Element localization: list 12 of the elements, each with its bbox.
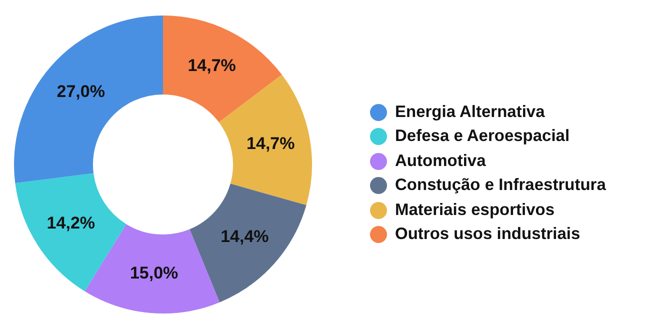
data-label: 14,7% (246, 134, 295, 154)
data-label: 14,7% (188, 56, 236, 76)
legend-label: Defesa e Aeroespacial (395, 127, 570, 146)
legend-label: Energia Alternativa (395, 102, 545, 122)
legend-label: Automotiva (395, 152, 486, 171)
legend-label: Constução e Infraestrutura (395, 176, 606, 196)
data-label: 14,4% (220, 227, 269, 246)
data-label: 27,0% (56, 82, 105, 101)
data-label: 14,2% (46, 213, 96, 232)
legend-label: Outros usos industriais (395, 225, 580, 244)
legend-label: Materiais esportivos (395, 200, 555, 220)
data-label: 15,0% (130, 263, 178, 282)
